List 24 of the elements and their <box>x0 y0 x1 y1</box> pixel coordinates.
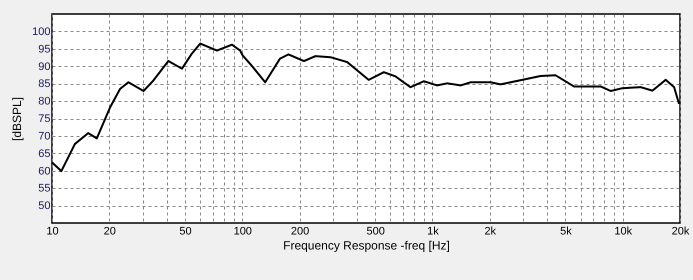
x-tick-label: 20k <box>672 226 690 238</box>
y-tick-label: 65 <box>38 148 50 160</box>
y-tick-label: 50 <box>38 200 50 212</box>
x-tick-label: 2k <box>484 226 497 238</box>
y-axis-title: [dBSPL] <box>10 96 24 142</box>
x-tick-label: 10k <box>614 226 633 238</box>
y-tick-label: 55 <box>38 182 50 195</box>
y-tick-label: 90 <box>38 60 50 73</box>
y-tick-label: 95 <box>38 43 50 56</box>
y-tick-label: 60 <box>38 165 50 178</box>
x-tick-label: 20 <box>104 226 116 238</box>
x-tick-label: 50 <box>179 226 192 238</box>
x-tick-label: 200 <box>290 226 310 238</box>
x-tick-label: 10 <box>46 226 59 238</box>
y-tick-label: 80 <box>38 96 50 108</box>
y-tick-label: 85 <box>38 78 50 90</box>
x-axis-title: Frequency Response -freq [Hz] <box>283 238 450 252</box>
y-tick-label: 70 <box>38 130 50 142</box>
y-tick-label: 75 <box>38 113 50 125</box>
x-tick-label: 100 <box>234 226 252 238</box>
x-tick-label: 1k <box>427 226 440 238</box>
x-tick-label: 5k <box>560 226 572 238</box>
x-tick-label: 500 <box>366 226 385 238</box>
y-tick-label: 100 <box>32 26 50 38</box>
